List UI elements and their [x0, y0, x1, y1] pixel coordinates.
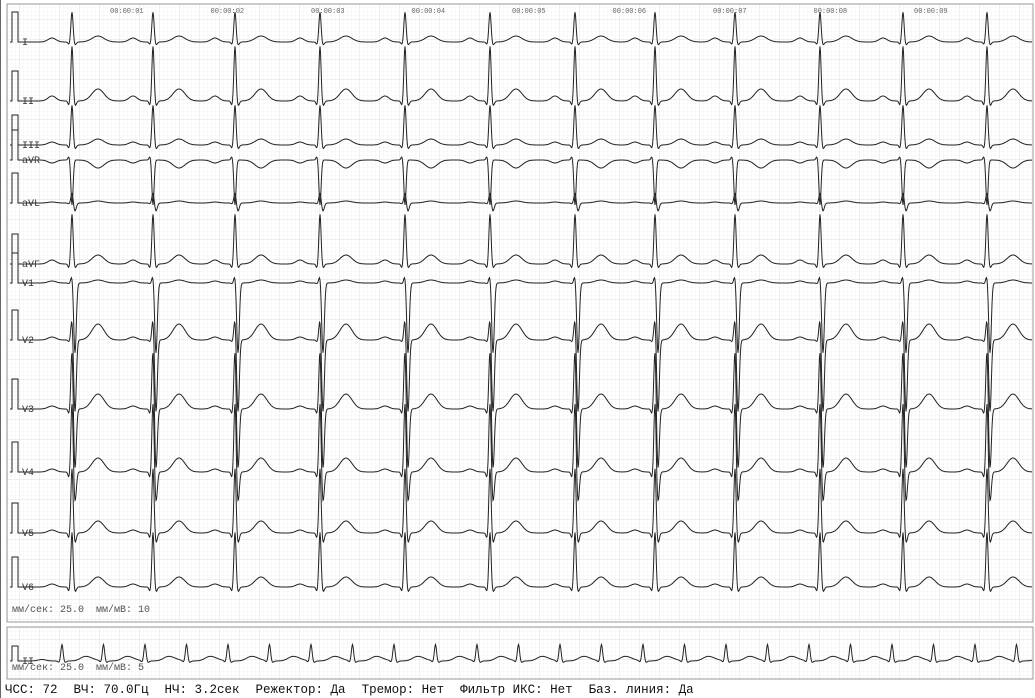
status-item: Тремор: Нет	[362, 683, 445, 697]
time-label: 00:00:05	[512, 8, 546, 16]
ecg-trace	[21, 156, 1032, 206]
calibration-pulse	[10, 172, 21, 204]
time-label: 00:00:08	[814, 8, 848, 16]
lead-label: aVR	[22, 156, 40, 167]
calibration-pulse	[10, 645, 21, 662]
status-item: Баз. линия: Да	[589, 683, 695, 697]
calibration-pulse	[10, 252, 21, 284]
lead-label: III	[22, 141, 40, 152]
time-label: 00:00:02	[211, 8, 245, 16]
main-scale: мм/сек: 25.0 мм/мВ: 10	[12, 604, 150, 616]
status-item: НЧ: 3.2сек	[165, 683, 240, 697]
ecg-trace	[21, 46, 1032, 107]
calibration-pulse	[10, 70, 21, 102]
calibration-pulse	[10, 441, 21, 473]
calibration-pulse	[10, 11, 21, 43]
status-item: ЧСС: 72	[5, 683, 58, 697]
ecg-trace	[21, 404, 1032, 502]
ecg-trace	[21, 276, 1032, 353]
lead-label: V4	[22, 468, 34, 479]
rhythm-scale: мм/сек: 25.0 мм/мВ: 5	[12, 662, 144, 674]
ecg-trace	[21, 353, 1032, 468]
time-label: 00:00:03	[311, 8, 345, 16]
ecg-trace	[21, 12, 1033, 46]
status-item: Режектор: Да	[256, 683, 347, 697]
calibration-pulse	[10, 378, 21, 410]
ecg-trace	[21, 320, 1032, 412]
status-item: ВЧ: 70.0Гц	[74, 683, 150, 697]
lead-label: V3	[22, 405, 34, 416]
time-label: 00:00:07	[713, 8, 747, 16]
ecg-trace	[21, 214, 1032, 269]
calibration-pulse	[10, 556, 21, 588]
time-label: 00:00:04	[412, 8, 446, 16]
rhythm-lead: II	[22, 657, 34, 668]
ecg-trace	[21, 105, 1033, 150]
ecg-trace	[21, 192, 1032, 212]
ecg-trace	[21, 468, 1032, 543]
calibration-pulse	[10, 309, 21, 341]
lead-label: V5	[22, 529, 34, 540]
main-panel	[6, 3, 1034, 623]
ecg-trace	[21, 532, 1032, 593]
lead-label: II	[22, 97, 34, 108]
calibration-pulse	[10, 129, 21, 161]
time-label: 00:00:09	[914, 8, 948, 16]
time-label: 00:00:01	[110, 8, 144, 16]
calibration-pulse	[10, 502, 21, 534]
rhythm-trace	[21, 642, 1033, 663]
lead-label: aVL	[22, 199, 40, 210]
lead-label: I	[22, 38, 28, 49]
status-item: Фильтр ИКС: Нет	[460, 683, 573, 697]
lead-label: V6	[22, 583, 34, 594]
lead-label: V2	[22, 336, 34, 347]
lead-label: V1	[22, 279, 34, 290]
lead-label: aVF	[22, 260, 40, 271]
time-label: 00:00:06	[613, 8, 647, 16]
